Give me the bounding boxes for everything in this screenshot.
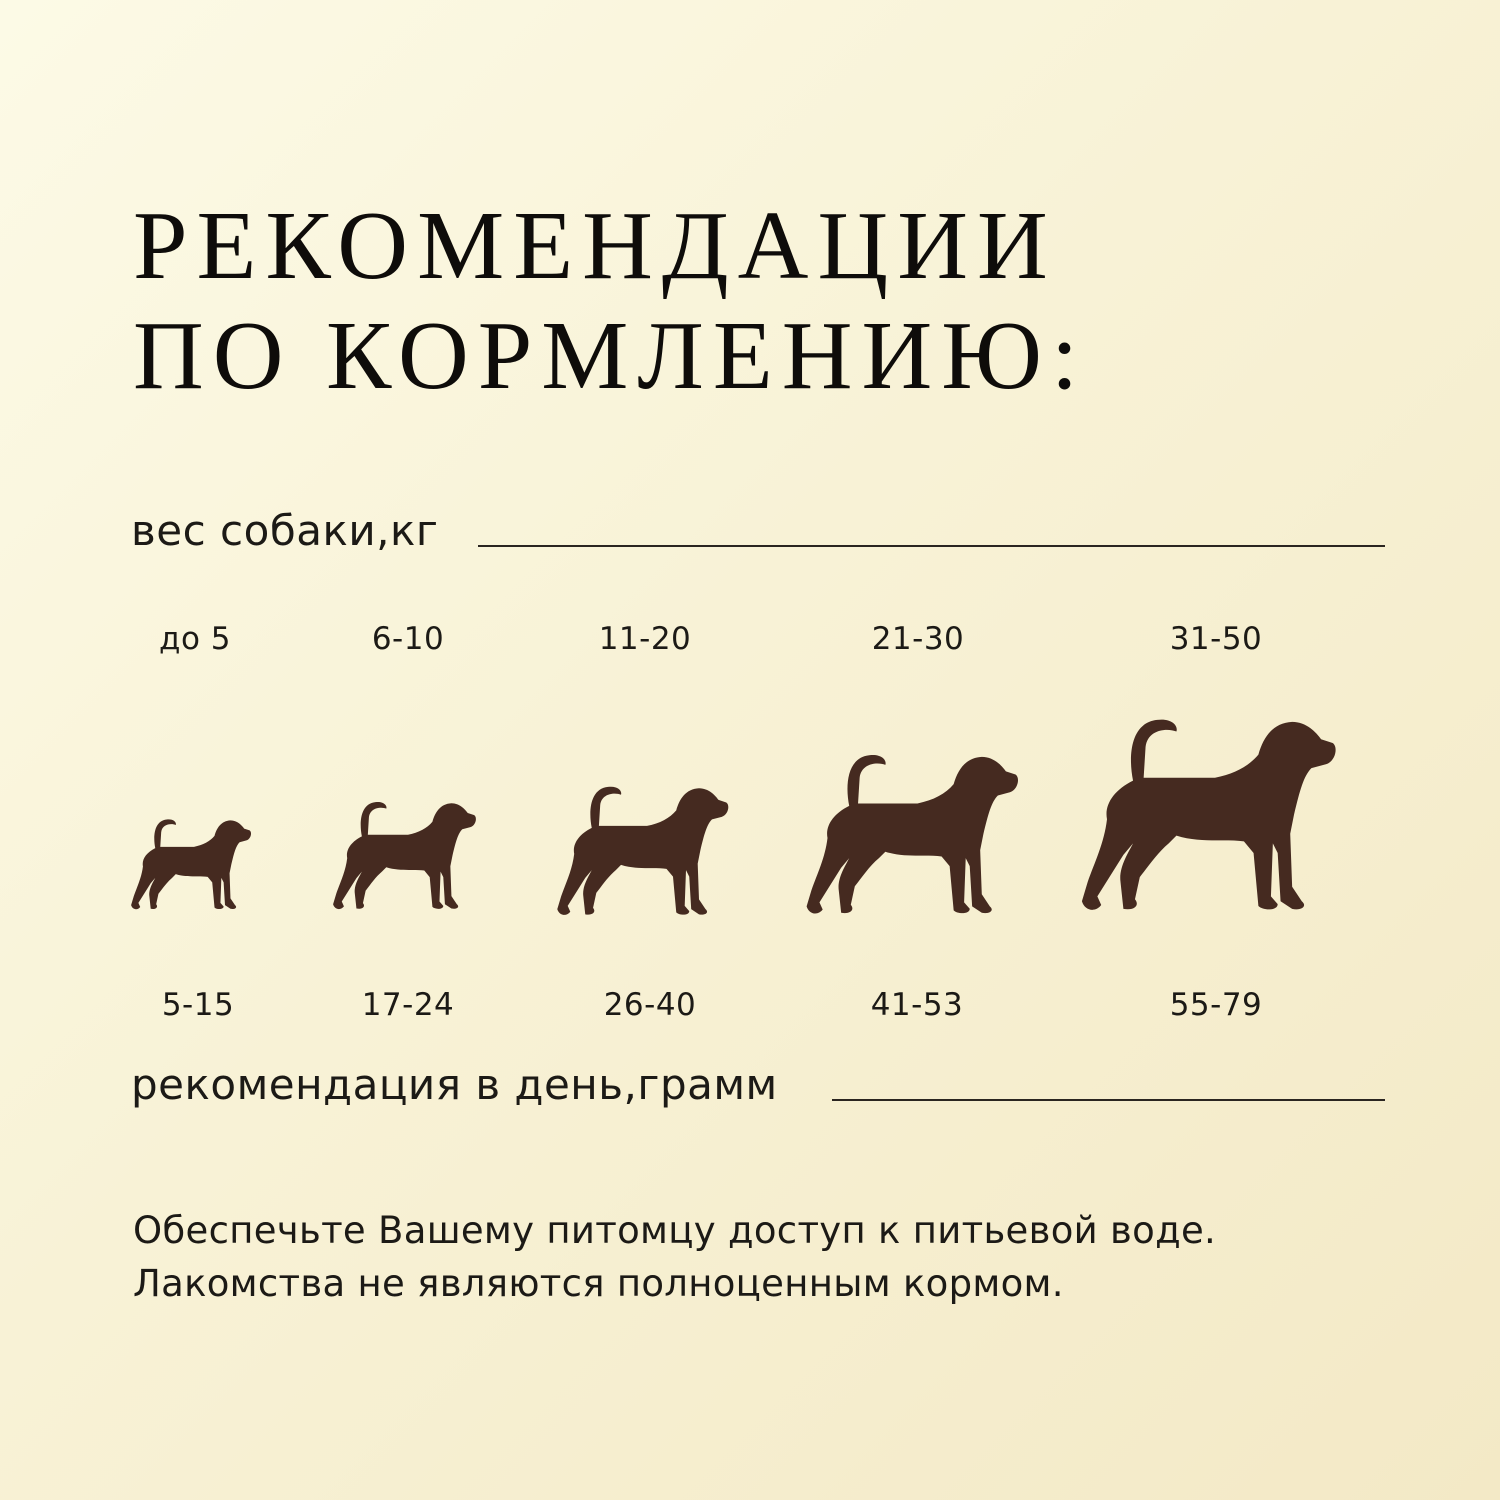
grams-value: 55-79 <box>1169 987 1263 1023</box>
dog-silhouette-icon <box>556 779 738 919</box>
weight-value: 21-30 <box>871 621 965 657</box>
dog-silhouette-icon <box>805 745 1030 919</box>
title-line-1: РЕКОМЕНДАЦИИ <box>133 192 1057 300</box>
dog-silhouette-icon <box>332 795 484 913</box>
grams-value: 41-53 <box>870 987 964 1023</box>
note-water: Обеспечьте Вашему питомцу доступ к питье… <box>133 1209 1217 1252</box>
dog-silhouette-icon <box>130 814 258 912</box>
grams-value: 26-40 <box>603 987 697 1023</box>
weight-value: 31-50 <box>1169 621 1263 657</box>
dog-silhouette-icon <box>1080 708 1350 916</box>
grams-value: 5-15 <box>161 987 235 1023</box>
weight-label: вес собаки,кг <box>131 506 439 555</box>
portion-label: рекомендация в день,грамм <box>131 1060 778 1109</box>
weight-value: 11-20 <box>598 621 692 657</box>
note-treats: Лакомства не являются полноценным кормом… <box>133 1262 1064 1305</box>
weight-value: до 5 <box>159 621 231 657</box>
grams-value: 17-24 <box>361 987 455 1023</box>
weight-rule <box>478 545 1385 547</box>
title-line-2: ПО КОРМЛЕНИЮ: <box>133 302 1088 410</box>
weight-value: 6-10 <box>371 621 445 657</box>
portion-rule <box>832 1099 1385 1101</box>
